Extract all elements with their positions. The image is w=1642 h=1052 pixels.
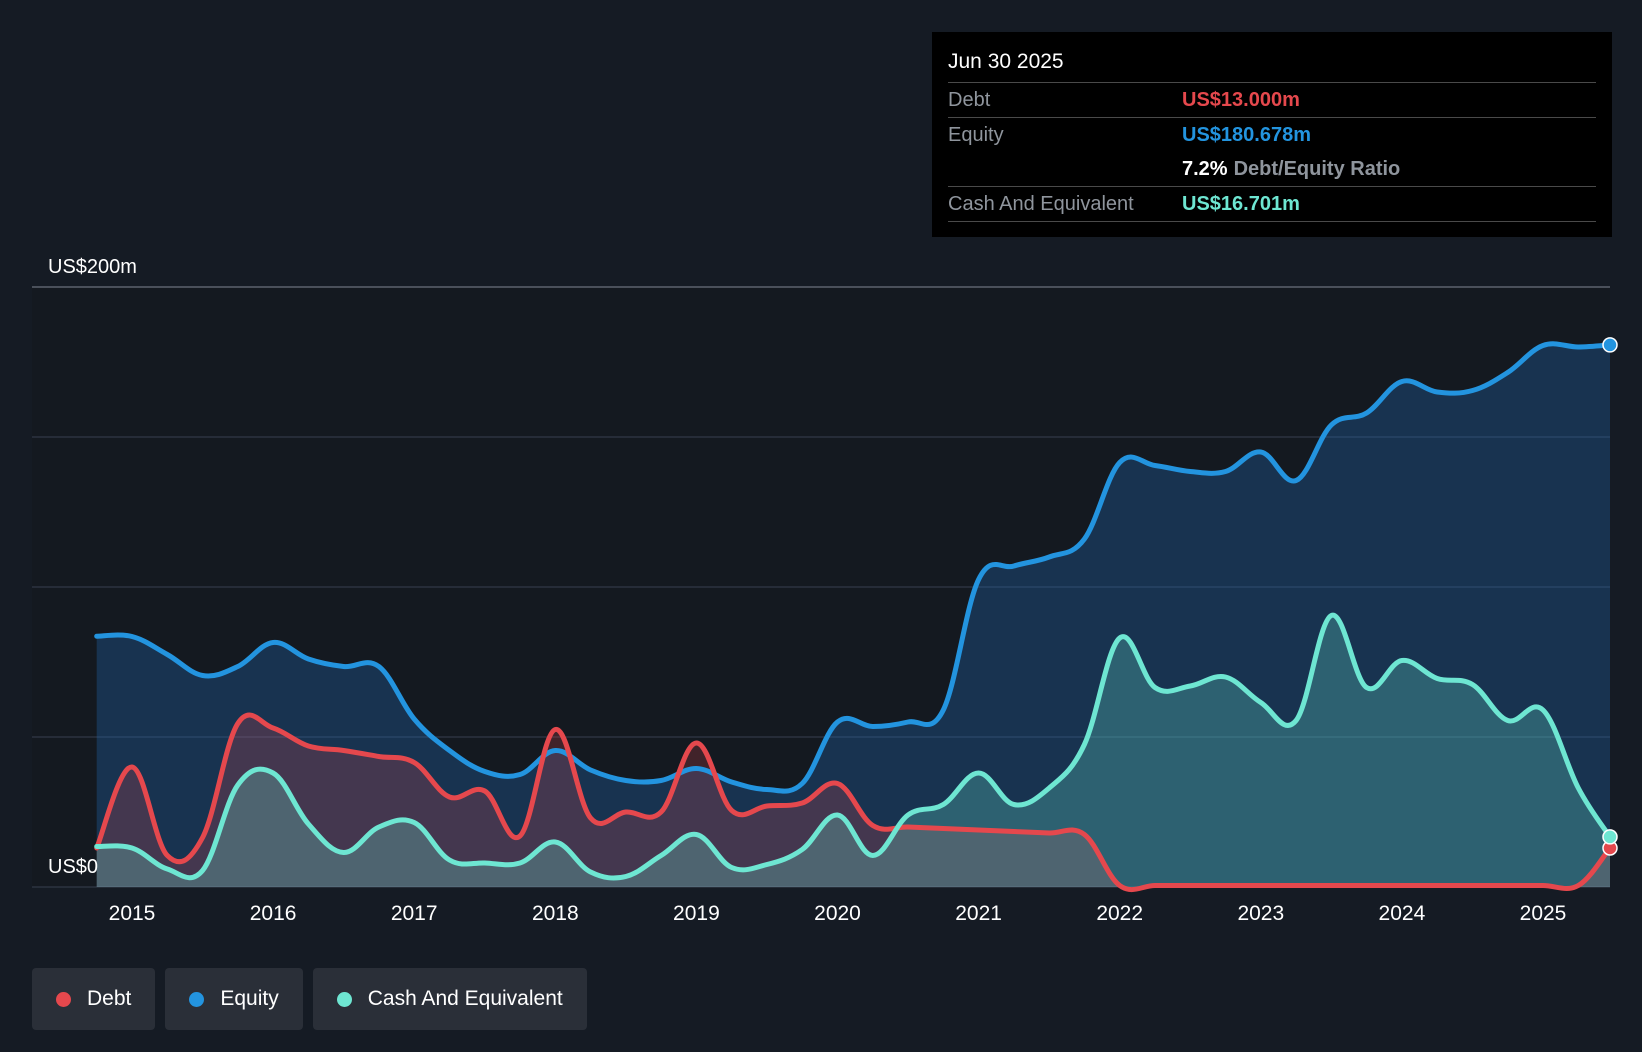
y-tick-label: US$0 xyxy=(48,856,98,878)
tooltip-debt-value: US$13.000m xyxy=(1182,89,1300,111)
legend-item-equity[interactable]: Equity xyxy=(165,968,303,1030)
chart-legend: Debt Equity Cash And Equivalent xyxy=(32,968,587,1030)
x-tick-label: 2015 xyxy=(109,902,156,925)
equity-area xyxy=(96,343,1611,888)
debt-dot-icon xyxy=(56,991,71,1007)
legend-cash-label: Cash And Equivalent xyxy=(367,987,563,1010)
debt-line xyxy=(94,712,1613,893)
tooltip-equity-row: Equity US$180.678m xyxy=(948,118,1596,152)
cash-dot-icon xyxy=(336,991,352,1007)
tooltip-ratio-label: Debt/Equity Ratio xyxy=(1233,158,1401,180)
tooltip-panel: Jun 30 2025 Debt US$13.000m Equity US$18… xyxy=(932,32,1612,237)
tooltip-equity-label: Equity xyxy=(948,124,1004,146)
tooltip-cash-value: US$16.701m xyxy=(1182,193,1300,215)
x-tick-label: 2022 xyxy=(1096,902,1143,925)
legend-item-cash[interactable]: Cash And Equivalent xyxy=(312,968,587,1030)
x-tick-label: 2025 xyxy=(1520,902,1567,925)
axis-labels: US$200m US$0 2015 2016 2017 2018 2019 2020 2021 2… xyxy=(48,256,1566,925)
tooltip-debt-label: Debt xyxy=(948,89,991,111)
equity-point xyxy=(1602,337,1618,353)
y-tick-label: US$200m xyxy=(48,256,137,278)
series-lines xyxy=(94,341,1613,893)
tooltip-ratio-spacer xyxy=(948,152,1182,186)
x-tick-label: 2017 xyxy=(391,902,438,925)
x-tick-label: 2021 xyxy=(955,902,1002,925)
tooltip-ratio-value: 7.2% xyxy=(1182,158,1228,180)
legend-debt-label: Debt xyxy=(87,987,132,1010)
cash-line xyxy=(94,612,1613,881)
tooltip-date: Jun 30 2025 xyxy=(948,46,1596,83)
legend-item-debt[interactable]: Debt xyxy=(32,968,156,1030)
x-tick-label: 2020 xyxy=(814,902,861,925)
cash-point xyxy=(1602,829,1618,845)
tooltip-equity-value: US$180.678m xyxy=(1182,124,1311,146)
end-markers xyxy=(1602,337,1618,856)
x-tick-label: 2024 xyxy=(1379,902,1426,925)
cash-area xyxy=(96,615,1611,887)
tooltip-ratio: 7.2% Debt/Equity Ratio xyxy=(1182,152,1400,186)
equity-dot-icon xyxy=(189,991,205,1007)
x-tick-label: 2023 xyxy=(1237,902,1284,925)
equity-line xyxy=(94,341,1613,794)
x-tick-label: 2019 xyxy=(673,902,720,925)
tooltip-ratio-row: 7.2% Debt/Equity Ratio xyxy=(948,152,1596,187)
legend-equity-label: Equity xyxy=(220,987,279,1010)
tooltip-debt-row: Debt US$13.000m xyxy=(948,83,1596,118)
tooltip-cash-row: Cash And Equivalent US$16.701m xyxy=(948,187,1596,222)
x-tick-label: 2016 xyxy=(250,902,297,925)
x-tick-label: 2018 xyxy=(532,902,579,925)
tooltip-cash-label: Cash And Equivalent xyxy=(948,193,1134,215)
